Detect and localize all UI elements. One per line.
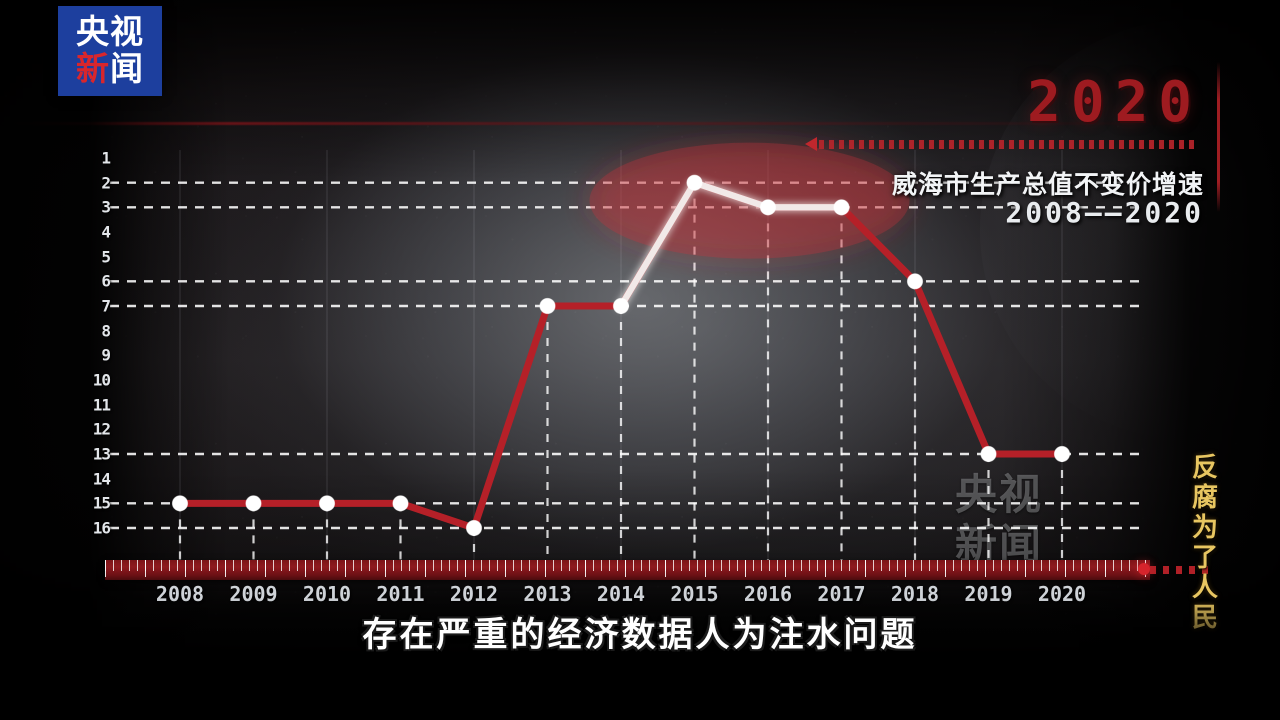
title-vertical-rule <box>1217 62 1220 212</box>
y-tick-11: 11 <box>92 395 111 415</box>
subtitle-scrim <box>0 598 1280 720</box>
slogan-char-0: 反 <box>1191 452 1218 482</box>
y-tick-1: 1 <box>101 148 111 168</box>
cctv-news-logo: 央视 新闻 <box>58 6 162 96</box>
y-tick-7: 7 <box>101 296 111 316</box>
arrow-left-icon <box>805 137 817 151</box>
chart-title: 威海市生产总值不变价增速 <box>891 171 1204 199</box>
arrow-dashes <box>819 139 1195 149</box>
year-headline: 2020 <box>1027 70 1202 135</box>
x-axis-end-dot <box>1138 563 1150 575</box>
y-tick-14: 14 <box>92 469 111 489</box>
y-tick-16: 16 <box>92 518 111 538</box>
y-tick-12: 12 <box>92 419 111 439</box>
y-axis-labels: 1 2 3 4 5 6 7 8 9 10 11 12 13 14 15 16 <box>84 148 111 540</box>
y-tick-6: 6 <box>101 271 111 291</box>
y-tick-4: 4 <box>101 222 111 242</box>
x-axis-ruler <box>105 560 1150 580</box>
slogan-char-1: 腐 <box>1191 482 1218 512</box>
slogan-char-3: 了 <box>1191 542 1218 572</box>
logo-line-2: 新闻 <box>76 50 144 88</box>
logo-line-2-white: 闻 <box>110 50 144 87</box>
subtitle-caption: 存在严重的经济数据人为注水问题 <box>362 616 918 654</box>
slogan-char-4: 人 <box>1191 572 1218 602</box>
y-tick-8: 8 <box>101 321 111 341</box>
y-tick-5: 5 <box>101 247 111 267</box>
logo-line-1: 央视 <box>76 13 144 50</box>
y-tick-13: 13 <box>92 444 111 464</box>
chart-title-range: 2008——2020 <box>1005 196 1204 229</box>
slogan-char-2: 为 <box>1191 512 1218 542</box>
y-tick-3: 3 <box>101 197 111 217</box>
y-tick-9: 9 <box>101 345 111 365</box>
y-tick-10: 10 <box>92 370 111 390</box>
ruler-major-ticks <box>105 560 1150 577</box>
logo-line-2-red: 新 <box>76 50 110 87</box>
y-tick-15: 15 <box>92 493 111 513</box>
x-axis-tail-dashes <box>1150 566 1210 574</box>
title-arrow <box>805 136 1195 152</box>
y-tick-2: 2 <box>101 173 111 193</box>
